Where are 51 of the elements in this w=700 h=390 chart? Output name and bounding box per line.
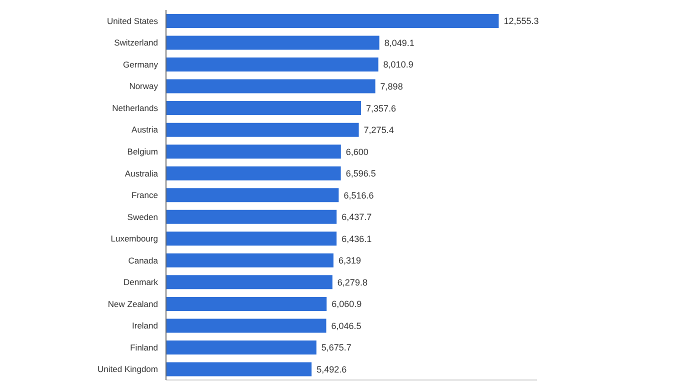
data-label: 6,046.5 xyxy=(331,320,362,331)
data-label: 6,279.8 xyxy=(337,277,368,288)
bar xyxy=(166,101,361,116)
y-tick-label: Germany xyxy=(123,59,159,70)
data-label: 6,437.7 xyxy=(342,212,372,222)
bar xyxy=(166,14,499,28)
data-label: 6,600 xyxy=(346,146,368,157)
data-label: 8,049.1 xyxy=(384,38,414,48)
bar xyxy=(166,144,341,159)
bar xyxy=(166,122,359,137)
data-label: 5,492.6 xyxy=(316,364,347,374)
bar xyxy=(166,58,378,72)
data-label: 12,555.3 xyxy=(504,16,539,26)
y-tick-label: Switzerland xyxy=(114,38,158,48)
data-label: 6,060.9 xyxy=(332,299,362,310)
data-label: 6,436.1 xyxy=(342,234,372,244)
y-tick-label: Ireland xyxy=(132,320,158,331)
y-tick-label: France xyxy=(132,190,158,200)
y-tick-label: Australia xyxy=(124,168,158,178)
bar xyxy=(166,79,376,94)
bar xyxy=(166,166,341,180)
y-tick-label: Belgium xyxy=(127,146,158,156)
bar xyxy=(166,318,326,333)
data-label: 5,675.7 xyxy=(321,342,352,353)
y-tick-label: United States xyxy=(106,16,158,26)
y-tick-label: Finland xyxy=(130,342,158,352)
y-tick-label: Canada xyxy=(128,255,158,266)
bar xyxy=(166,210,337,224)
y-tick-label: New Zealand xyxy=(108,298,158,309)
y-tick-label: Denmark xyxy=(124,277,159,288)
y-tick-label: Austria xyxy=(132,124,158,135)
data-label: 7,898 xyxy=(380,81,403,92)
y-tick-label: Luxembourg xyxy=(110,234,158,244)
bar xyxy=(166,340,316,354)
data-label: 8,010.9 xyxy=(383,60,414,70)
bar xyxy=(166,36,380,50)
y-tick-label: United Kingdom xyxy=(98,364,158,374)
data-label: 7,357.6 xyxy=(366,103,396,114)
y-tick-label: Netherlands xyxy=(112,102,158,113)
y-tick-label: Norway xyxy=(129,81,159,92)
bar xyxy=(166,296,327,311)
y-tick-label: Sweden xyxy=(127,212,158,222)
data-label: 6,596.5 xyxy=(346,168,376,179)
bar xyxy=(166,232,337,246)
data-label: 6,516.6 xyxy=(344,190,374,200)
data-label: 7,275.4 xyxy=(364,125,394,136)
bar xyxy=(166,275,332,290)
bar xyxy=(166,188,339,202)
bar xyxy=(166,253,334,268)
data-label: 6,319 xyxy=(338,256,361,266)
bar xyxy=(166,362,312,376)
